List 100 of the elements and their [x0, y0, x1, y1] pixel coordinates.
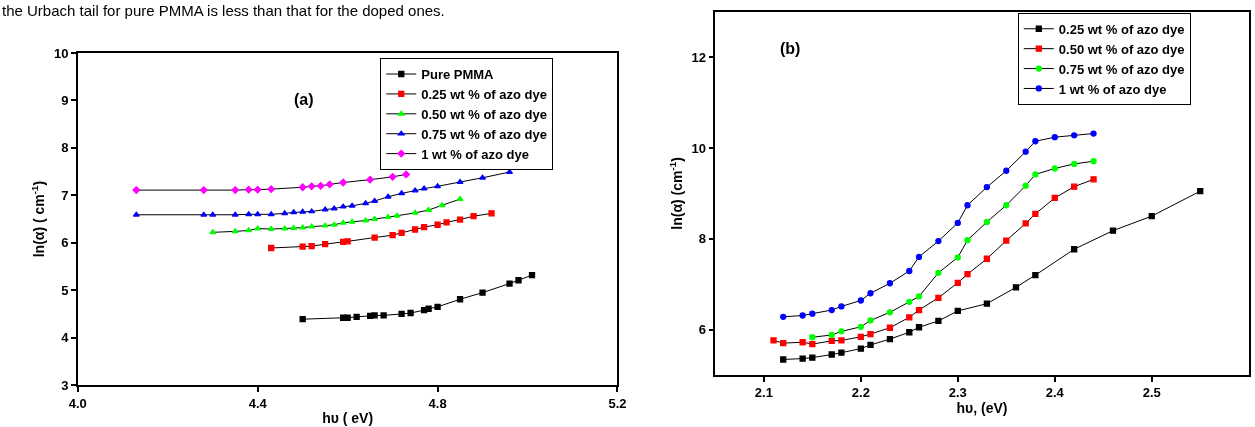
point	[770, 337, 777, 344]
point	[267, 185, 276, 194]
point	[915, 306, 923, 314]
point	[935, 294, 942, 301]
point	[362, 200, 370, 206]
point	[1032, 210, 1039, 217]
point	[1071, 132, 1078, 139]
x-tick-label: 2.4	[1045, 385, 1065, 401]
point	[209, 229, 217, 235]
point	[906, 267, 913, 275]
point	[366, 175, 375, 184]
point	[780, 313, 787, 320]
legend-label: 0.25 wt % of azo dye	[421, 86, 547, 102]
y-tick-label: 9	[61, 92, 69, 108]
x-axis-title: hυ ( eV)	[322, 410, 374, 427]
point	[456, 216, 464, 223]
x-tick-label: 4.8	[428, 395, 447, 411]
point	[857, 323, 864, 330]
point	[935, 317, 942, 325]
point	[515, 277, 522, 284]
annotation: (b)	[780, 40, 801, 57]
point	[838, 349, 845, 356]
point	[479, 289, 486, 296]
y-tick-label: 3	[61, 377, 69, 393]
point	[267, 211, 275, 217]
x-tick-label: 4.0	[68, 395, 87, 411]
point	[809, 310, 816, 317]
legend-label: 0.50 wt % of azo dye	[421, 106, 547, 122]
point	[456, 178, 464, 184]
point	[838, 337, 845, 344]
point	[411, 209, 419, 215]
point	[199, 186, 208, 194]
point	[308, 223, 316, 229]
point	[443, 219, 450, 226]
point	[308, 242, 315, 250]
legend-label: 0.75 wt % of azo dye	[1058, 61, 1185, 77]
point	[384, 193, 392, 199]
point	[857, 345, 864, 352]
point	[425, 305, 432, 312]
point	[348, 202, 356, 208]
point	[1051, 165, 1058, 172]
point	[267, 225, 275, 231]
point	[268, 244, 275, 252]
point	[488, 210, 495, 217]
point	[828, 331, 835, 339]
point	[1032, 271, 1039, 279]
y-tick-label: 5	[61, 282, 69, 298]
point	[281, 225, 289, 231]
point	[886, 280, 894, 287]
point	[344, 314, 351, 321]
point	[325, 180, 334, 189]
point	[954, 307, 961, 315]
point	[1003, 237, 1010, 244]
point	[809, 340, 816, 348]
point	[371, 197, 379, 203]
point	[954, 219, 961, 227]
point	[348, 218, 356, 224]
point	[254, 211, 262, 217]
x-tick-label: 4.4	[248, 395, 268, 411]
point	[402, 170, 410, 179]
point	[353, 313, 360, 320]
point	[330, 205, 338, 211]
legend-label: 1 wt % of azo dye	[421, 146, 529, 162]
point	[438, 202, 446, 208]
point	[132, 211, 140, 217]
point	[983, 255, 991, 262]
point	[915, 293, 923, 300]
point	[915, 253, 923, 261]
point	[339, 178, 348, 187]
point	[479, 174, 487, 180]
point	[809, 334, 816, 341]
point	[307, 182, 316, 191]
point	[339, 203, 347, 209]
y-tick-label: 8	[698, 231, 706, 247]
point	[935, 237, 942, 245]
y-tick-label: 10	[53, 45, 69, 61]
point	[1071, 183, 1078, 190]
point	[1012, 284, 1020, 291]
point	[1032, 171, 1039, 178]
point	[799, 312, 806, 319]
point	[886, 324, 894, 331]
point	[886, 309, 894, 316]
point	[398, 190, 406, 196]
point	[1032, 138, 1039, 145]
legend-label: 1 wt % of azo dye	[1058, 81, 1167, 97]
point	[1051, 194, 1058, 202]
point	[867, 330, 874, 338]
point	[231, 211, 239, 217]
point	[389, 232, 396, 239]
point	[299, 208, 307, 214]
point	[298, 183, 307, 192]
point	[780, 356, 787, 363]
point	[964, 237, 971, 244]
point	[1022, 148, 1029, 155]
point	[425, 206, 433, 212]
point	[321, 222, 329, 228]
point	[299, 224, 307, 230]
point	[828, 351, 835, 358]
point	[809, 354, 816, 361]
point	[867, 317, 874, 324]
